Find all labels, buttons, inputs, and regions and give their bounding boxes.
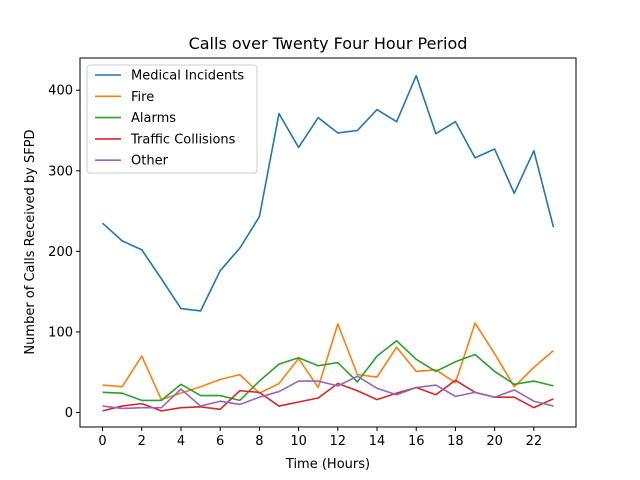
x-tick-label: 22	[526, 434, 543, 449]
legend: Medical Incidents Fire Alarms Traffic Colli…	[86, 64, 258, 174]
series-layer	[102, 74, 555, 412]
y-tick-label: 0	[65, 406, 73, 421]
x-tick-label: 10	[290, 434, 307, 449]
x-axis-label: Time (Hours)	[285, 457, 370, 472]
legend-label: Traffic Collisions	[130, 132, 236, 147]
y-axis: 0 100 200 300 400	[48, 84, 80, 421]
x-tick-label: 14	[369, 434, 386, 449]
y-tick-label: 200	[48, 245, 73, 260]
x-tick-label: 12	[330, 434, 347, 449]
chart-title: Calls over Twenty Four Hour Period	[189, 34, 468, 53]
x-tick-label: 18	[447, 434, 464, 449]
x-axis: 0 2 4 6 8 10 12 14 16 18 20 22	[98, 427, 542, 449]
x-tick-label: 0	[98, 434, 106, 449]
series-line-0	[102, 74, 555, 312]
series-line-4	[102, 375, 554, 410]
y-tick-label: 300	[48, 164, 73, 179]
y-tick-label: 400	[48, 84, 73, 99]
x-tick-label: 4	[177, 434, 185, 449]
legend-label: Alarms	[131, 111, 176, 126]
legend-label: Medical Incidents	[131, 69, 244, 84]
y-axis-label: Number of Calls Received by SFPD	[23, 129, 38, 354]
x-tick-label: 2	[138, 434, 146, 449]
x-tick-label: 16	[408, 434, 425, 449]
legend-label: Other	[131, 154, 169, 169]
legend-box	[86, 64, 258, 174]
series-line-1	[102, 322, 554, 401]
y-tick-label: 100	[48, 325, 73, 340]
x-tick-label: 6	[216, 434, 224, 449]
x-tick-label: 20	[486, 434, 503, 449]
series-line-2	[102, 339, 554, 402]
legend-label: Fire	[131, 90, 154, 105]
x-tick-label: 8	[255, 434, 263, 449]
plot-area-frame	[79, 57, 577, 428]
